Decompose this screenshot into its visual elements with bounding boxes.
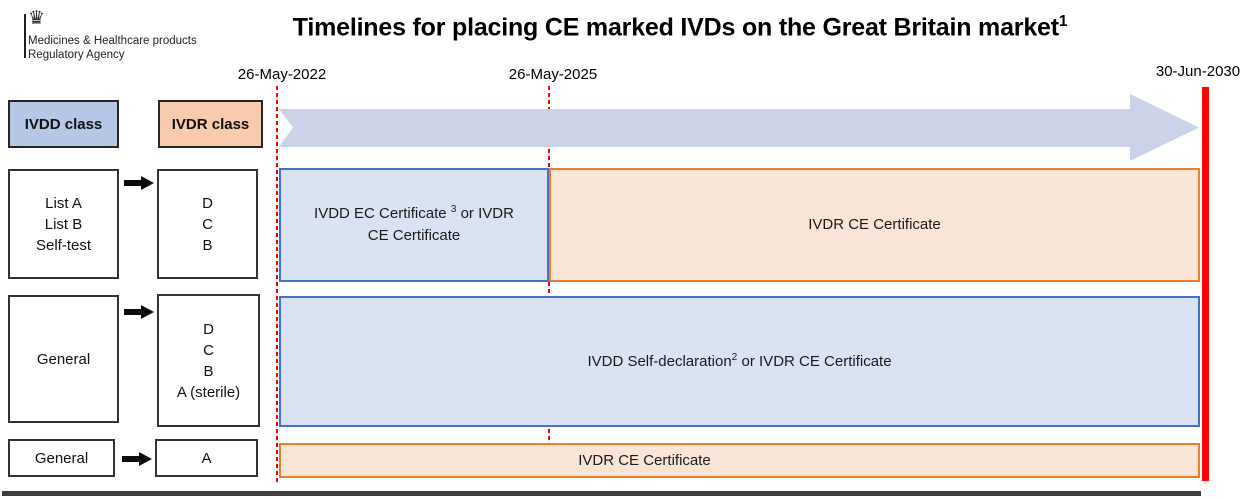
right-arrow-icon xyxy=(124,305,154,319)
class-line: A xyxy=(201,449,212,467)
footnote-ref: 3 xyxy=(450,204,457,216)
ivdd-class-box-row1: List A List B Self-test xyxy=(8,169,119,279)
bar-label-text: IVDR CE Certificate xyxy=(578,451,711,469)
timeline-arrow-icon xyxy=(279,94,1199,161)
bar-label: IVDD Self-declaration2 or IVDR CE Certif… xyxy=(587,351,891,373)
timeline-bar-row3: IVDR CE Certificate xyxy=(279,443,1200,478)
org-name-line2: Regulatory Agency xyxy=(28,49,125,62)
page-title-footnote-ref: 1 xyxy=(1058,13,1068,30)
deadline-line-2030 xyxy=(1202,87,1209,481)
org-name: Medicines & Healthcare products Regulato… xyxy=(28,34,197,62)
ivdd-class-box-row3: General xyxy=(8,439,115,477)
class-line: Self-test xyxy=(35,236,92,254)
dashed-line-2022 xyxy=(276,86,278,482)
bar-label: IVDR CE Certificate xyxy=(578,450,711,472)
bar-label-text: IVDD Self-declaration xyxy=(587,352,732,370)
date-label-2030: 30-Jun-2030 xyxy=(1155,63,1241,80)
class-line: B xyxy=(203,362,214,380)
class-line: C xyxy=(202,215,213,233)
bar-label-text: or IVDR CE Certificate xyxy=(367,205,514,244)
bar-label-text: IVDR CE Certificate xyxy=(808,216,941,234)
class-line: General xyxy=(34,449,89,467)
timeline-bar-row1-ivdr: IVDR CE Certificate xyxy=(549,168,1200,282)
bar-label-text: IVDD EC Certificate xyxy=(314,205,451,223)
right-arrow-icon xyxy=(124,176,154,190)
class-line: A (sterile) xyxy=(176,383,241,401)
class-line: C xyxy=(203,341,214,359)
bar-label: IVDR CE Certificate xyxy=(808,214,941,236)
date-label-2025: 26-May-2025 xyxy=(508,66,598,83)
org-name-line1: Medicines & Healthcare products xyxy=(28,35,197,47)
bar-label: IVDD EC Certificate 3 or IVDR CE Certifi… xyxy=(307,203,521,247)
date-label-2022: 26-May-2022 xyxy=(237,66,327,83)
bar-label-text: or IVDR CE Certificate xyxy=(737,352,892,370)
footnote-ref: 2 xyxy=(731,351,738,363)
right-arrow-icon xyxy=(122,452,152,466)
class-line: B xyxy=(202,236,213,254)
class-line: D xyxy=(202,194,213,212)
class-line: General xyxy=(36,350,91,368)
class-line: D xyxy=(203,320,214,338)
ivdr-class-box-row2: D C B A (sterile) xyxy=(157,294,260,427)
bottom-divider xyxy=(2,491,1201,496)
class-line: List B xyxy=(44,215,83,233)
ivdd-class-box-row2: General xyxy=(8,295,119,423)
page-title: Timelines for placing CE marked IVDs on … xyxy=(255,13,1105,42)
logo-divider xyxy=(24,14,26,58)
timeline-bar-row1-ivdd: IVDD EC Certificate 3 or IVDR CE Certifi… xyxy=(279,168,549,282)
crown-icon: ♛ xyxy=(28,8,46,29)
ivdr-class-box-row3: A xyxy=(155,439,258,477)
ivdr-class-box-row1: D C B xyxy=(157,169,258,279)
timeline-bar-row2: IVDD Self-declaration2 or IVDR CE Certif… xyxy=(279,296,1200,427)
ivdr-class-header: IVDR class xyxy=(158,100,263,148)
class-line: List A xyxy=(45,194,82,212)
ivdd-class-header: IVDD class xyxy=(8,100,119,148)
page-title-text: Timelines for placing CE marked IVDs on … xyxy=(292,13,1059,42)
